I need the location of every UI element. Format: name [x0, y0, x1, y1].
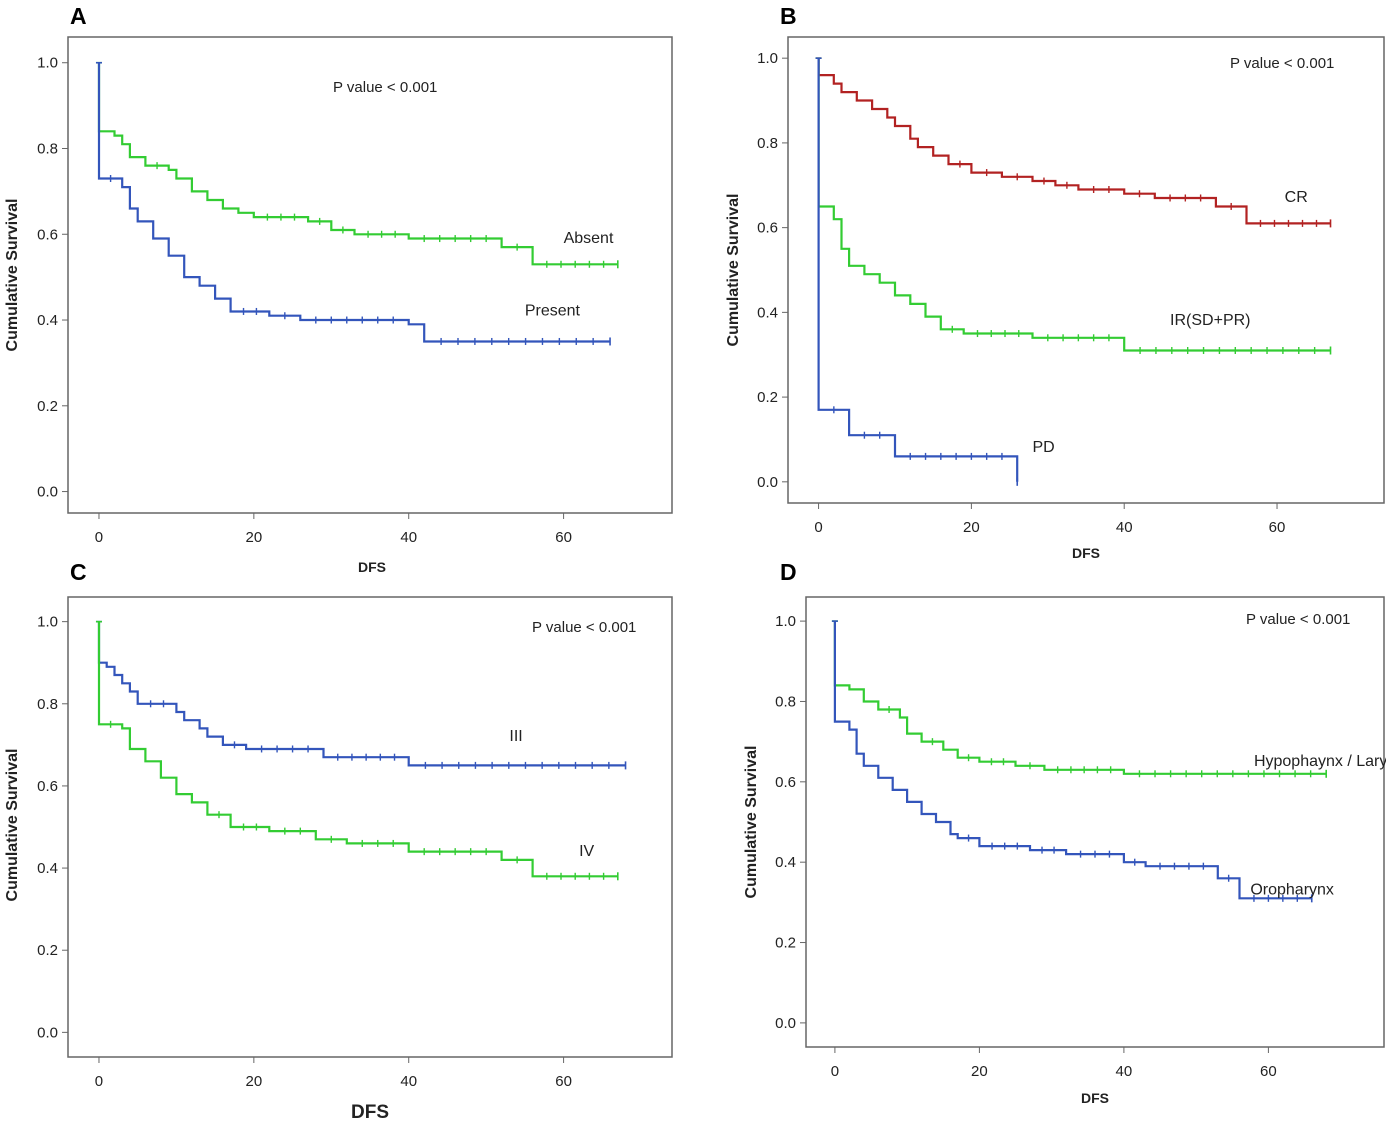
km-curve-iv-c — [97, 621, 618, 878]
panel-d: D 0.0 0.2 0.4 0.6 0.8 1.0 0 20 40 60 Hypophaynx / … — [743, 559, 1386, 1106]
km-curve-hypophaynx-larynx-d — [833, 621, 1327, 775]
series-label-absent-a: Absent — [564, 230, 614, 247]
series-label-cr-b: CR — [1285, 189, 1308, 206]
p-value-annotation-d: P value < 0.001 — [1246, 611, 1350, 628]
plot-frame-a — [67, 36, 673, 514]
y-tick-label-a: 0.8 — [37, 140, 58, 157]
x-axis-title-d: DFS — [1081, 1090, 1109, 1106]
series-label-present-a: Present — [525, 303, 581, 320]
plot-area-d: 0.0 0.2 0.4 0.6 0.8 1.0 0 20 40 60 Hypophaynx / La… — [775, 613, 1386, 1080]
x-tick-label-d: 60 — [1260, 1063, 1277, 1080]
x-tick-label-a: 40 — [400, 529, 417, 546]
plot-frame-c — [67, 596, 673, 1058]
y-axis-title-c: Cumulative Survival — [4, 749, 21, 902]
x-tick-label-c: 20 — [246, 1073, 263, 1090]
y-tick-label-b: 0.4 — [757, 304, 778, 321]
panel-b: B 0.0 0.2 0.4 0.6 0.8 1.0 0 20 40 60 CR IR(SD+PR) PD… — [725, 3, 1385, 561]
y-tick-label-c: 0.0 — [37, 1024, 58, 1041]
y-axis-title-d: Cumulative Survival — [743, 746, 760, 899]
plot-frame-b — [787, 36, 1385, 504]
y-tick-label-a: 0.6 — [37, 226, 58, 243]
plot-area-b: 0.0 0.2 0.4 0.6 0.8 1.0 0 20 40 60 CR IR(SD+PR) PD — [757, 50, 1332, 536]
y-tick-label-d: 0.6 — [775, 774, 796, 791]
x-tick-label-b: 40 — [1116, 519, 1133, 536]
y-tick-label-b: 0.0 — [757, 474, 778, 491]
x-tick-label-b: 0 — [814, 519, 822, 536]
y-tick-label-a: 0.0 — [37, 484, 58, 501]
x-tick-label-a: 60 — [555, 529, 572, 546]
y-tick-label-d: 0.2 — [775, 935, 796, 952]
y-tick-label-a: 0.4 — [37, 312, 58, 329]
x-tick-label-c: 40 — [400, 1073, 417, 1090]
series-label-ir-sd-pr-b: IR(SD+PR) — [1170, 312, 1250, 329]
x-axis-title-b: DFS — [1072, 545, 1100, 561]
km-curve-pd-b — [817, 58, 1019, 482]
y-tick-label-b: 0.8 — [757, 135, 778, 152]
x-tick-label-b: 60 — [1269, 519, 1286, 536]
panel-letter-a: A — [70, 3, 87, 29]
km-curve-ir-sd-pr-b — [817, 58, 1331, 352]
y-tick-label-c: 1.0 — [37, 614, 58, 631]
km-curve-cr-b — [817, 58, 1331, 225]
p-value-annotation-c: P value < 0.001 — [532, 619, 636, 636]
y-tick-label-a: 1.0 — [37, 55, 58, 72]
x-axis-title-a: DFS — [358, 559, 386, 575]
y-tick-label-d: 0.8 — [775, 693, 796, 710]
x-tick-label-c: 60 — [555, 1073, 572, 1090]
y-tick-label-c: 0.4 — [37, 860, 58, 877]
y-tick-label-c: 0.2 — [37, 942, 58, 959]
series-label-pd-b: PD — [1033, 439, 1055, 456]
x-tick-label-d: 20 — [971, 1063, 988, 1080]
km-curve-absent-a — [97, 62, 618, 266]
km-curve-present-a — [97, 62, 611, 343]
x-tick-label-a: 0 — [95, 529, 103, 546]
y-tick-label-b: 0.2 — [757, 389, 778, 406]
y-tick-label-b: 0.6 — [757, 220, 778, 237]
x-axis-title-c: DFS — [351, 1102, 389, 1121]
plot-area-c: 0.0 0.2 0.4 0.6 0.8 1.0 0 20 40 60 III IV — [37, 614, 627, 1090]
series-label-hypophaynx-larynx-d: Hypophaynx / Larynx — [1254, 753, 1386, 770]
plot-frame-d — [805, 596, 1385, 1048]
x-tick-label-b: 20 — [963, 519, 980, 536]
y-tick-label-a: 0.2 — [37, 398, 58, 415]
series-label-iv-c: IV — [579, 843, 594, 860]
panel-letter-b: B — [780, 3, 797, 29]
series-label-oropharynx-d: Oropharynx — [1250, 881, 1334, 898]
p-value-annotation-b: P value < 0.001 — [1230, 55, 1334, 72]
panel-letter-c: C — [70, 559, 87, 585]
p-value-annotation-a: P value < 0.001 — [333, 79, 437, 96]
y-tick-label-c: 0.6 — [37, 778, 58, 795]
x-tick-label-d: 40 — [1116, 1063, 1133, 1080]
y-tick-label-c: 0.8 — [37, 696, 58, 713]
panel-letter-d: D — [780, 559, 797, 585]
y-axis-title-a: Cumulative Survival — [4, 199, 21, 352]
series-label-iii-c: III — [509, 728, 522, 745]
plot-area-a: 0.0 0.2 0.4 0.6 0.8 1.0 0 20 40 60 Absent Present — [37, 55, 619, 546]
panel-a: A 0.0 0.2 0.4 0.6 0.8 1.0 0 20 40 60 Absent Present… — [4, 3, 673, 575]
x-tick-label-c: 0 — [95, 1073, 103, 1090]
y-tick-label-b: 1.0 — [757, 50, 778, 67]
y-tick-label-d: 0.4 — [775, 854, 796, 871]
panel-c: C 0.0 0.2 0.4 0.6 0.8 1.0 0 20 40 60 III IV Cumulat… — [4, 559, 673, 1121]
x-tick-label-d: 0 — [831, 1063, 839, 1080]
km-curve-iii-c — [97, 621, 626, 767]
y-tick-label-d: 0.0 — [775, 1015, 796, 1032]
x-tick-label-a: 20 — [246, 529, 263, 546]
y-axis-title-b: Cumulative Survival — [725, 194, 742, 347]
y-tick-label-d: 1.0 — [775, 613, 796, 630]
km-curve-oropharynx-d — [833, 621, 1312, 900]
